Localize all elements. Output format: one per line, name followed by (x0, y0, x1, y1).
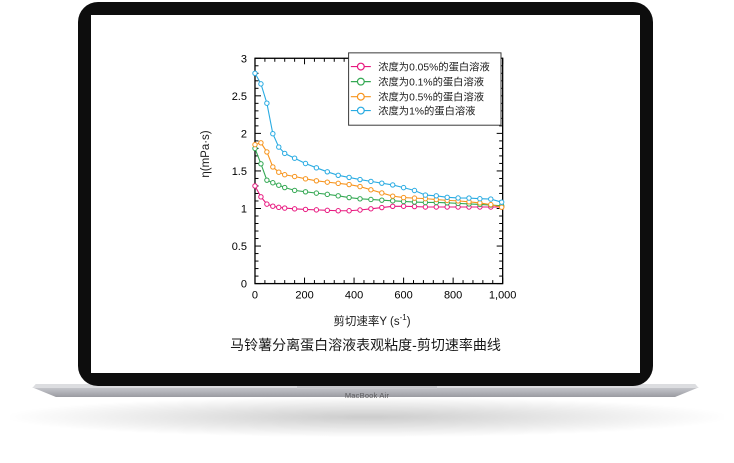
svg-text:0: 0 (241, 279, 247, 291)
svg-text:浓度为1%的蛋白溶液: 浓度为1%的蛋白溶液 (378, 105, 475, 118)
svg-text:1: 1 (241, 203, 247, 215)
svg-text:600: 600 (394, 290, 412, 302)
svg-text:400: 400 (345, 290, 363, 302)
svg-text:200: 200 (295, 290, 313, 302)
svg-text:0.5: 0.5 (232, 241, 247, 253)
svg-text:1,000: 1,000 (489, 290, 517, 302)
svg-text:浓度为0.1%的蛋白溶液: 浓度为0.1%的蛋白溶液 (378, 76, 484, 89)
svg-text:3: 3 (241, 53, 247, 65)
svg-text:800: 800 (444, 290, 462, 302)
svg-text:浓度为0.05%的蛋白溶液: 浓度为0.05%的蛋白溶液 (378, 61, 490, 74)
svg-text:浓度为0.5%的蛋白溶液: 浓度为0.5%的蛋白溶液 (378, 91, 484, 104)
svg-text:2: 2 (241, 128, 247, 140)
svg-text:1.5: 1.5 (232, 166, 247, 178)
svg-text:2.5: 2.5 (232, 91, 247, 103)
svg-text:0: 0 (252, 290, 258, 302)
